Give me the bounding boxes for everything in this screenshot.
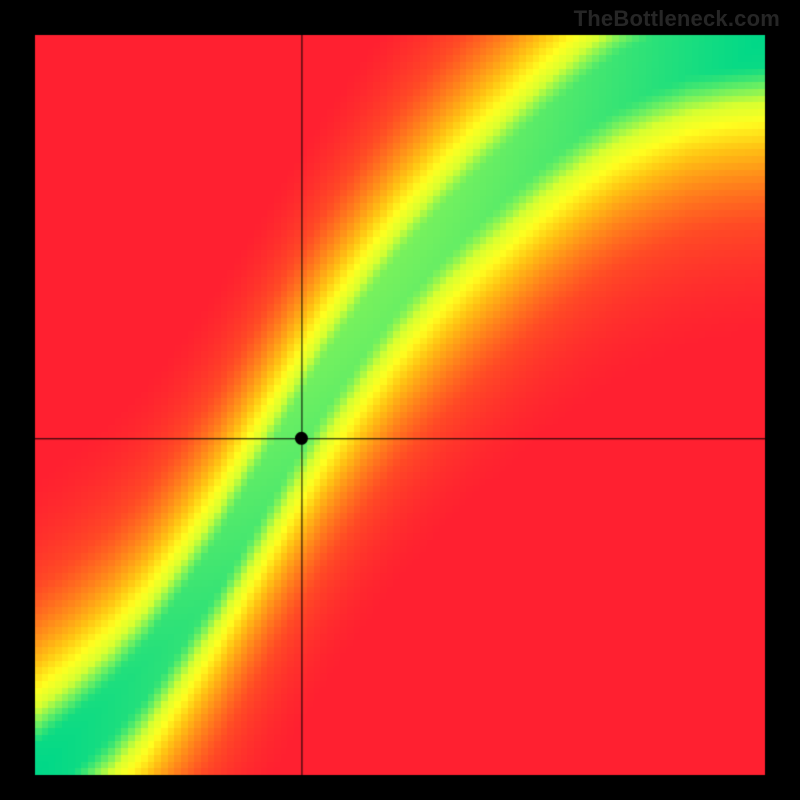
watermark-text: TheBottleneck.com <box>574 6 780 32</box>
bottleneck-heatmap <box>0 0 800 800</box>
